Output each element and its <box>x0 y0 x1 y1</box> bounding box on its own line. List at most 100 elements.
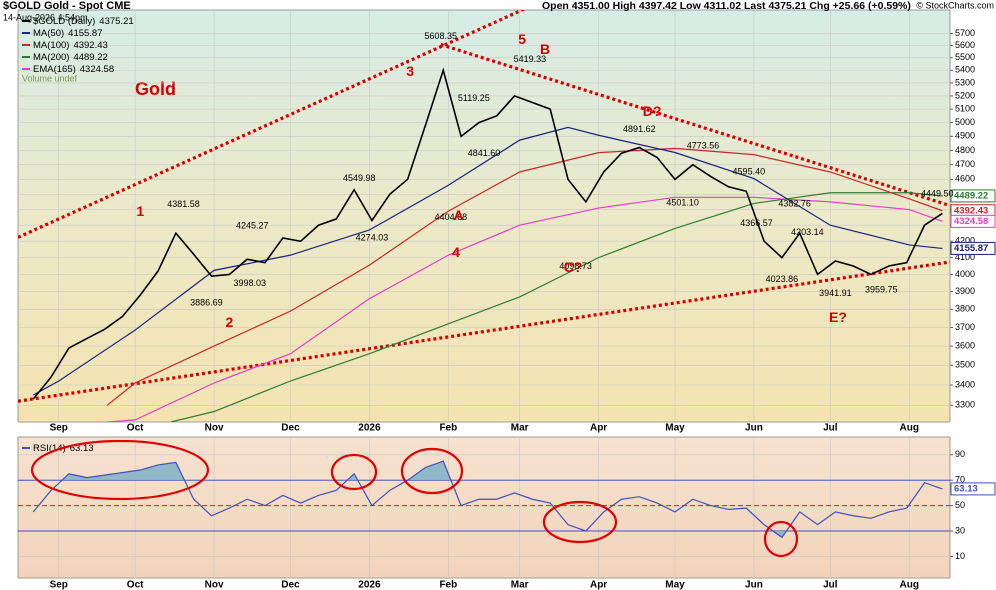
y-tick-label: 5700 <box>955 28 975 38</box>
y-tick-label: 30 <box>955 525 965 535</box>
x-tick-label: Sep <box>50 423 68 434</box>
x-tick-label: Jun <box>745 423 763 434</box>
ellipse <box>542 500 618 544</box>
legend-entry: $GOLD (Daily) 4375.21 <box>33 16 134 27</box>
value-box-label: 4155.87 <box>954 243 988 254</box>
low-label: 3998.03 <box>233 278 266 288</box>
y-tick-label: 4000 <box>955 269 975 279</box>
x-tick-label: Dec <box>281 423 300 434</box>
wave-label: D? <box>643 103 662 119</box>
credit: © StockCharts.com <box>916 0 994 10</box>
trendline <box>440 42 950 208</box>
low-label: 4023.86 <box>766 274 799 284</box>
legend-value: 4392.43 <box>73 40 107 51</box>
ellipse <box>763 520 799 558</box>
y-tick-label: 10 <box>955 551 965 561</box>
y-tick-label: 3900 <box>955 286 975 296</box>
high-label: 4595.40 <box>733 166 766 176</box>
x-tick-label: May <box>665 423 685 434</box>
y-tick-label: 90 <box>955 449 965 459</box>
x-tick-label: Dec <box>281 580 300 590</box>
chart-title: Gold <box>135 79 176 99</box>
wave-label: A <box>453 207 463 223</box>
wave-label: 4 <box>452 244 460 260</box>
value-box <box>950 241 996 255</box>
legend-value: 4375.21 <box>99 16 133 27</box>
high-label: 5119.25 <box>458 93 490 103</box>
legend-name: MA(50) <box>33 28 64 39</box>
x-tick-label: Jul <box>823 423 838 434</box>
wave-label: 3 <box>406 63 414 79</box>
y-tick-label: 3500 <box>955 360 975 370</box>
legend-name: MA(200) <box>33 52 69 63</box>
y-tick-label: 3400 <box>955 379 975 389</box>
plot-area <box>18 10 950 422</box>
low-label: 4274.03 <box>356 233 389 243</box>
y-tick-label: 5500 <box>955 52 975 62</box>
x-tick-label: Oct <box>127 423 144 434</box>
value-box <box>950 482 996 496</box>
price-panel <box>17 9 951 423</box>
y-tick-label: 4100 <box>955 252 975 262</box>
legend-value: 4489.22 <box>73 52 107 63</box>
y-tick-label: 4200 <box>955 236 975 246</box>
y-tick-label: 4800 <box>955 145 975 155</box>
value-box-label: 4392.43 <box>954 205 988 216</box>
ellipse <box>30 439 210 501</box>
x-tick-label: Nov <box>205 580 224 590</box>
y-tick-label: 3800 <box>955 304 975 314</box>
high-label: 4773.56 <box>687 141 720 151</box>
high-label: 4549.98 <box>343 173 376 183</box>
low-label: 4366.57 <box>740 218 773 228</box>
high-label: 4381.58 <box>167 199 200 209</box>
x-tick-label: May <box>665 580 685 590</box>
x-tick-label: Feb <box>439 580 457 590</box>
high-label: 4203.14 <box>791 227 824 237</box>
low-label: 3959.75 <box>865 285 898 295</box>
x-tick-label: Aug <box>900 580 919 590</box>
value-box <box>950 214 996 228</box>
legend-value: 63.13 <box>70 443 94 454</box>
x-tick-label: Jun <box>745 580 763 590</box>
y-tick-label: 4600 <box>955 174 975 184</box>
value-box-label: 4489.22 <box>954 190 988 201</box>
y-tick-label: 5000 <box>955 117 975 127</box>
y-tick-label: 4700 <box>955 159 975 169</box>
x-tick-label: Oct <box>127 580 144 590</box>
wave-label: C? <box>564 259 583 275</box>
x-tick-label: Mar <box>511 580 529 590</box>
series-line <box>170 192 943 422</box>
series-line <box>106 147 943 406</box>
legend-name: EMA(165) <box>33 64 76 75</box>
legend-value: 4324.58 <box>80 64 114 75</box>
high-label: 5608.35 <box>424 31 457 41</box>
x-tick-label: Apr <box>590 580 607 590</box>
low-label: 3886.69 <box>190 297 223 307</box>
annotation-ellipses <box>30 439 799 558</box>
legend-value: 4155.87 <box>68 28 102 39</box>
low-label: 4098.73 <box>559 261 592 271</box>
trendline <box>18 10 527 239</box>
x-tick-label: Apr <box>590 423 607 434</box>
x-tick-label: Sep <box>50 580 68 590</box>
low-label: 4501.10 <box>666 197 699 207</box>
y-tick-label: 4900 <box>955 131 975 141</box>
legend-entry: MA(50) 4155.87 <box>33 28 103 39</box>
x-tick-label: Jul <box>823 580 838 590</box>
legend-name: RSI(14) <box>33 443 66 454</box>
high-label: 4245.27 <box>236 220 269 230</box>
y-tick-label: 3600 <box>955 340 975 350</box>
x-tick-label: Mar <box>511 423 529 434</box>
wave-label: 2 <box>225 314 233 330</box>
legend-name: $GOLD (Daily) <box>33 16 95 27</box>
price-layer: Sep Oct Nov Dec 2026 Feb Mar Apr May Jun Jul Aug 330… <box>18 10 996 434</box>
low-label: 4841.60 <box>468 148 501 158</box>
y-tick-label: 5200 <box>955 90 975 100</box>
value-box-label: 63.13 <box>954 483 978 494</box>
y-tick-label: 5300 <box>955 77 975 87</box>
y-tick-label: 3700 <box>955 322 975 332</box>
wave-label: E? <box>829 309 847 325</box>
ellipse <box>330 453 378 491</box>
y-tick-label: 5100 <box>955 104 975 114</box>
